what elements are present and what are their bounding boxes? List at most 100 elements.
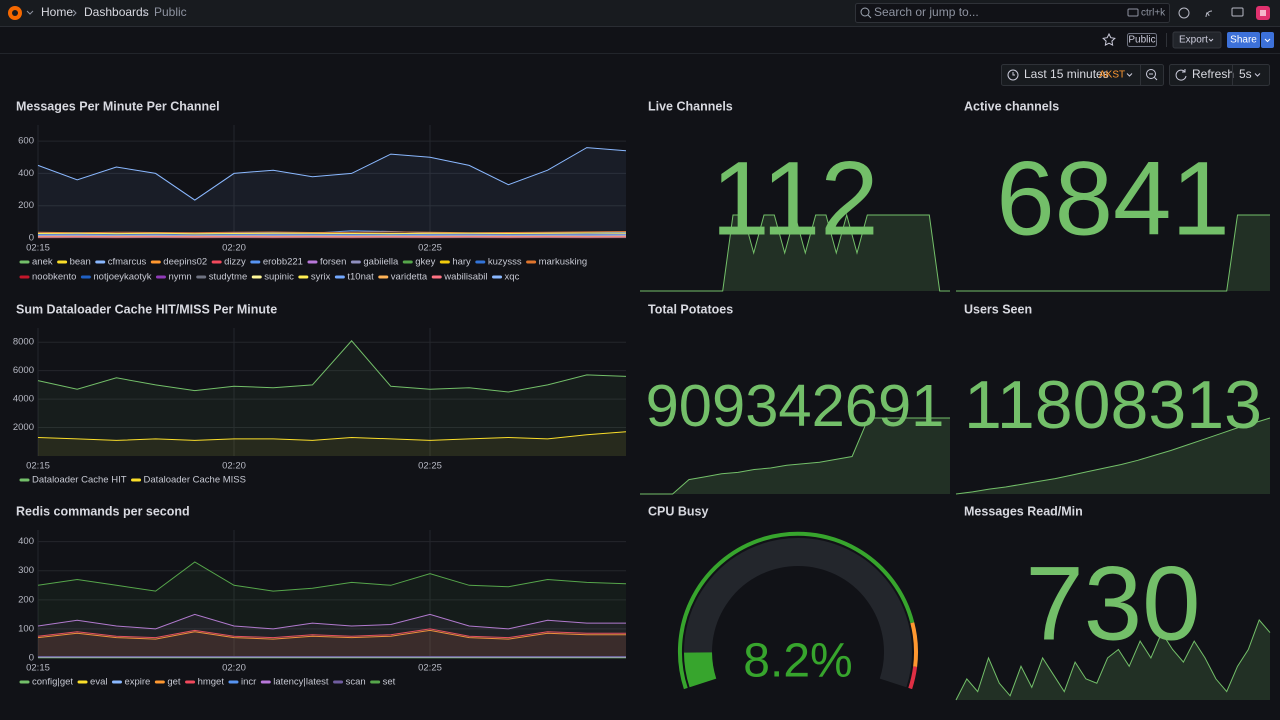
legend-label: erobb221 [263, 257, 303, 268]
threshold-band [908, 666, 918, 690]
breadcrumb-separator [72, 9, 77, 17]
panel-title: Redis commands per second [16, 504, 190, 518]
x-tick-label: 02:25 [418, 243, 442, 254]
kiosk-icon[interactable] [1231, 7, 1244, 17]
x-tick-label: 02:20 [222, 243, 246, 254]
legend-label: deepins02 [163, 257, 207, 268]
legend-label: syrix [311, 272, 331, 283]
y-tick-label: 6000 [13, 365, 34, 376]
sparkline [640, 213, 950, 292]
x-tick-label: 02:20 [222, 663, 246, 674]
share-button[interactable] [1227, 32, 1260, 48]
series-line [37, 629, 626, 640]
sparkline-area [956, 620, 1270, 700]
panel-title: Messages Read/Min [964, 504, 1083, 518]
legend-label: gabiiella [363, 257, 399, 268]
news-icon[interactable] [1205, 10, 1213, 18]
legend-label: Dataloader Cache MISS [144, 475, 246, 486]
series-area [38, 340, 626, 456]
legend-label: set [383, 677, 396, 688]
x-tick-label: 02:15 [26, 663, 50, 674]
y-tick-label: 8000 [13, 337, 34, 348]
legend-label: Dataloader Cache HIT [32, 475, 127, 486]
legend-label: studytme [209, 272, 248, 283]
legend-label: latency|latest [273, 677, 329, 688]
sparkline [955, 619, 1271, 701]
sparkline-area [956, 215, 1270, 291]
avatar-pattern [1260, 10, 1266, 16]
refresh-icon [1175, 69, 1187, 81]
y-tick-label: 0 [29, 653, 34, 664]
x-tick-label: 02:25 [418, 663, 442, 674]
share-dropdown[interactable] [1261, 32, 1274, 48]
sparkline [956, 214, 1270, 292]
star-icon[interactable] [1102, 32, 1116, 47]
legend-label: eval [90, 677, 107, 688]
legend-label: markusking [539, 257, 588, 268]
legend-label: anek [32, 257, 53, 268]
export-label: Export [1179, 35, 1208, 46]
help-icon[interactable] [1178, 7, 1190, 19]
chevron [1264, 38, 1271, 43]
legend-label: hary [452, 257, 471, 268]
series-line [37, 233, 627, 236]
breadcrumb[interactable]: Dashboards [84, 5, 149, 19]
legend-label: get [167, 677, 181, 688]
series-line [37, 232, 627, 235]
legend-label: config|get [32, 677, 73, 688]
sparkline-area [640, 215, 950, 291]
y-tick-label: 100 [18, 623, 34, 634]
panel-title: Sum Dataloader Cache HIT/MISS Per Minute [16, 302, 277, 316]
legend-label: cfmarcus [108, 257, 147, 268]
threshold-band [910, 622, 918, 668]
time-picker[interactable] [1001, 64, 1164, 86]
gauge-value [684, 651, 717, 688]
logo-core [12, 10, 18, 16]
series-area [38, 431, 626, 456]
series-line [37, 628, 626, 639]
search-placeholder: Search or jump to... [874, 5, 979, 19]
breadcrumb: Public [154, 5, 187, 19]
y-tick-label: 200 [18, 594, 34, 605]
export-button[interactable] [1172, 31, 1222, 49]
series-line [37, 147, 627, 201]
stat-value: 6841 [996, 141, 1230, 258]
badge-label: Public [1128, 35, 1155, 46]
series-line [37, 561, 627, 592]
legend-label: notjoeykaotyk [93, 272, 151, 283]
y-tick-label: 300 [18, 565, 34, 576]
refresh-interval: 5s [1239, 67, 1252, 81]
legend-label: wabilisabil [443, 272, 487, 283]
x-tick-label: 02:25 [418, 461, 442, 472]
stat-value: 112 [711, 141, 878, 258]
refresh-picker[interactable] [1169, 64, 1270, 86]
zoom-out-icon[interactable] [1146, 69, 1156, 79]
search-box[interactable] [855, 3, 1170, 23]
threshold-band [677, 531, 915, 690]
y-tick-label: 0 [29, 233, 34, 244]
legend-label: gkey [415, 257, 435, 268]
legend-label: incr [241, 677, 256, 688]
x-tick-label: 02:20 [222, 461, 246, 472]
panel-title: Active channels [964, 99, 1059, 113]
legend-label: varidetta [391, 272, 428, 283]
legend-label: hmget [198, 677, 225, 688]
panel-title: CPU Busy [648, 504, 708, 518]
chevron [1208, 38, 1214, 42]
breadcrumb[interactable]: Home [41, 5, 73, 19]
y-tick-label: 200 [18, 200, 34, 211]
stat-value: 909342691 [646, 372, 945, 439]
public-badge [1127, 33, 1157, 47]
series-line [37, 231, 627, 234]
clock-icon [1007, 69, 1019, 81]
gauge-track [684, 537, 912, 688]
series-area [38, 630, 626, 658]
chevron [1254, 73, 1261, 77]
chevron [26, 10, 34, 15]
series-area [38, 628, 626, 658]
legend-label: forsen [320, 257, 346, 268]
search-icon [867, 14, 872, 19]
keyboard-icon [1127, 8, 1139, 17]
legend-label: dizzy [224, 257, 246, 268]
